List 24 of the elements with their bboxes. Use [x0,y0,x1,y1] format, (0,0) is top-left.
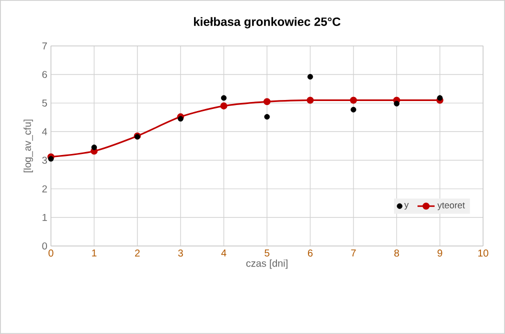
x-tick-label: 4 [221,250,226,256]
legend-label: yteoret [437,202,465,210]
x-tick-label: 3 [178,250,183,257]
x-tick-label: 1 [92,250,96,256]
x-tick-label: 6 [308,250,313,257]
x-tick-label: 0 [48,250,54,257]
y-tick-label: 0 [42,242,48,250]
x-tick-label: 10 [478,250,488,257]
y-axis-title: [log_av_cfu] [24,120,33,172]
y-tick-label: 2 [42,185,47,192]
y-tick-label: 5 [42,100,47,107]
x-tick-label: 9 [438,250,442,257]
x-tick-label: 8 [394,250,400,257]
x-axis-title: czas [dni] [246,260,288,269]
y-tick-label: 1 [42,214,47,221]
x-tick-label: 5 [264,250,270,257]
x-tick-label: 2 [135,250,140,257]
y-tick-label: 7 [42,42,47,50]
y-tick-label: 4 [42,128,48,136]
chart-title: kiełbasa gronkowiec 25°C [194,17,340,28]
x-tick-label: 7 [351,250,356,256]
y-tick-label: 3 [42,156,47,164]
legend-label: y [404,203,409,210]
y-tick-label: 6 [42,70,47,78]
